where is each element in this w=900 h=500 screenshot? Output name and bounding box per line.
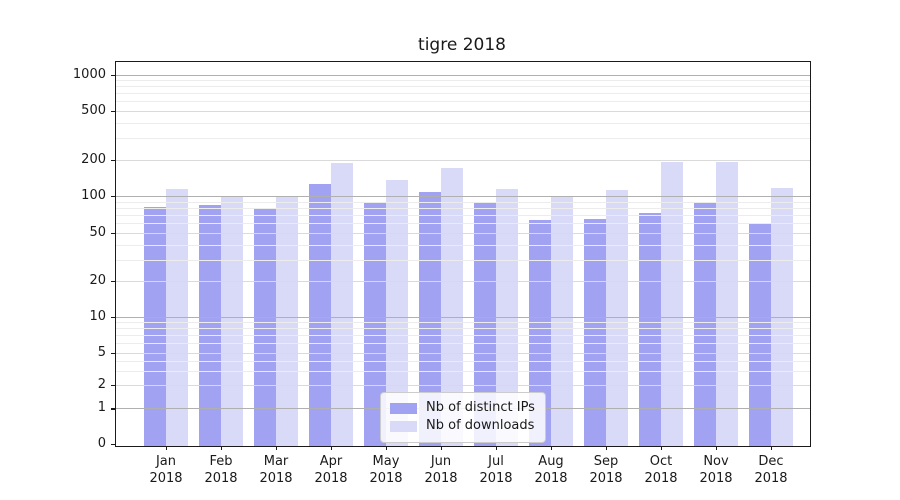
legend-label: Nb of distinct IPs <box>426 400 535 415</box>
x-tick-mark <box>716 446 718 450</box>
gridline-500 <box>116 110 810 112</box>
y-tick-label: 500 <box>81 102 106 118</box>
x-tick-label: Jan 2018 <box>149 454 183 486</box>
x-tick-label: Feb 2018 <box>204 454 238 486</box>
legend-label: Nb of downloads <box>426 418 535 433</box>
y-tick-mark <box>111 443 115 445</box>
y-tick-label: 50 <box>89 224 106 240</box>
legend: Nb of distinct IPs Nb of downloads <box>380 392 546 443</box>
x-tick-label: Apr 2018 <box>314 454 348 486</box>
bar-feb-downloads <box>221 195 243 446</box>
x-tick-mark <box>606 446 608 450</box>
y-tick-mark <box>111 110 115 113</box>
gridline-1000 <box>116 74 810 76</box>
x-tick-mark <box>331 446 333 450</box>
bar-may-distinct-ips <box>364 201 386 446</box>
bar-feb-distinct-ips <box>199 205 221 446</box>
x-tick-mark <box>496 446 498 450</box>
y-tick-label: 100 <box>81 188 106 204</box>
bar-dec-distinct-ips <box>749 223 771 446</box>
x-tick-mark <box>386 446 388 450</box>
legend-swatch-distinct-ips <box>390 402 417 414</box>
bar-jan-downloads <box>166 188 188 446</box>
x-tick-label: Oct 2018 <box>644 454 678 486</box>
bar-apr-downloads <box>331 162 353 446</box>
gridline-600 <box>116 101 810 103</box>
x-tick-label: Aug 2018 <box>534 454 568 486</box>
y-tick-mark <box>111 196 115 198</box>
x-tick-label: Dec 2018 <box>754 454 788 486</box>
y-tick-label: 5 <box>97 344 106 360</box>
bar-oct-downloads <box>661 161 683 446</box>
gridline-900 <box>116 80 810 82</box>
x-tick-label: Jul 2018 <box>479 454 513 486</box>
bar-jun-distinct-ips <box>419 191 441 446</box>
legend-item: Nb of downloads <box>390 418 535 434</box>
bar-nov-downloads <box>716 161 738 446</box>
bar-may-downloads <box>386 180 408 446</box>
x-tick-mark <box>771 446 773 450</box>
gridline-200 <box>116 159 810 161</box>
y-tick-mark <box>111 232 115 235</box>
x-tick-mark <box>661 446 663 450</box>
bar-nov-distinct-ips <box>694 202 716 446</box>
x-tick-mark <box>276 446 278 450</box>
bar-apr-distinct-ips <box>309 184 331 446</box>
gridline-300 <box>116 138 810 140</box>
x-tick-label: Mar 2018 <box>259 454 293 486</box>
gridline-800 <box>116 86 810 88</box>
plot-area: 0 1 2 5 10 20 50 100 200 500 1000 Jan 2018 Feb 2018 Mar… <box>73 61 811 486</box>
x-tick-label: Nov 2018 <box>699 454 733 486</box>
y-tick-mark <box>111 159 115 162</box>
y-tick-label: 1 <box>97 400 106 416</box>
y-tick-mark <box>111 317 115 319</box>
bar-sep-downloads <box>606 190 628 446</box>
x-tick-label: Jun 2018 <box>424 454 458 486</box>
bar-aug-downloads <box>551 196 573 446</box>
y-tick-mark <box>111 74 115 76</box>
bar-jun-downloads <box>441 167 463 446</box>
legend-swatch-downloads <box>390 420 417 432</box>
x-tick-mark <box>441 446 443 450</box>
y-tick-label: 0 <box>97 435 106 451</box>
y-tick-label: 10 <box>89 309 106 324</box>
x-tick-label: May 2018 <box>369 454 403 486</box>
bar-sep-distinct-ips <box>584 219 606 446</box>
bar-mar-distinct-ips <box>254 209 276 446</box>
x-tick-mark <box>166 446 168 450</box>
bar-dec-downloads <box>771 187 793 446</box>
y-tick-label: 1000 <box>72 66 106 82</box>
y-tick-label: 200 <box>81 151 106 167</box>
x-tick-mark <box>221 446 223 450</box>
legend-item: Nb of distinct IPs <box>390 400 535 416</box>
bar-aug-distinct-ips <box>529 219 551 446</box>
x-tick-label: Sep 2018 <box>589 454 623 486</box>
x-tick-mark <box>551 446 553 450</box>
y-tick-mark <box>111 384 115 387</box>
y-tick-label: 2 <box>97 376 106 392</box>
bar-jan-distinct-ips <box>144 206 166 446</box>
y-tick-mark <box>111 408 115 410</box>
bar-oct-distinct-ips <box>639 212 661 446</box>
y-tick-label: 20 <box>89 272 106 288</box>
chart-title: tigre 2018 <box>418 35 506 55</box>
gridline-700 <box>116 93 810 95</box>
y-tick-mark <box>111 352 115 354</box>
gridline-400 <box>116 122 810 124</box>
bar-mar-downloads <box>276 195 298 446</box>
y-tick-mark <box>111 280 115 283</box>
